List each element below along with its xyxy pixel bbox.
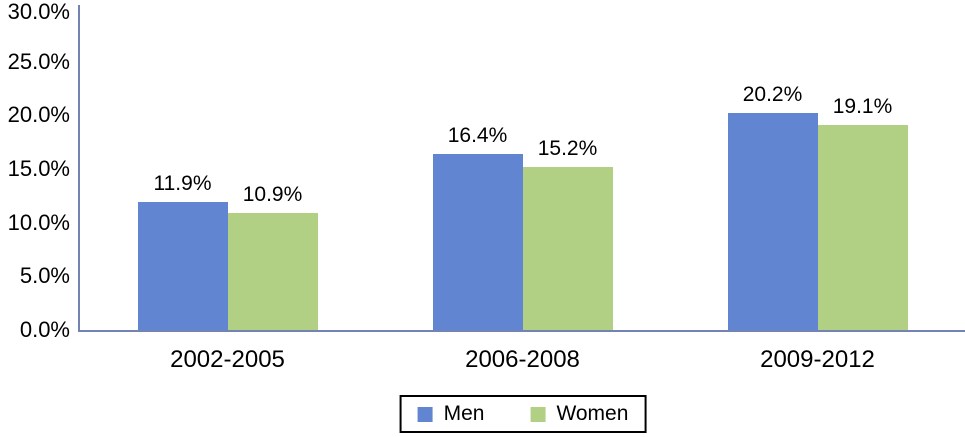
y-axis-tick-label: 0.0% (19, 317, 70, 342)
bar-men-2006-2008 (432, 153, 523, 330)
legend: Men Women (399, 395, 647, 433)
legend-swatch-men-icon (417, 406, 433, 422)
bar-women-2009-2012 (817, 124, 908, 330)
bar-value-label: 10.9% (242, 183, 303, 206)
bar-value-label: 15.2% (537, 136, 598, 160)
bar-men-2009-2012 (727, 113, 818, 330)
legend-label-men: Men (443, 402, 485, 425)
bar-value-label: 20.2% (742, 83, 803, 107)
y-axis-tick-label: 20.0% (7, 102, 70, 128)
bar-value-label: 16.4% (447, 123, 508, 147)
bar-value-label: 19.1% (832, 94, 893, 118)
y-axis-tick-label: 30.0% (7, 0, 70, 24)
bar-men-2002-2005 (137, 202, 228, 330)
x-axis-category-label: 2002-2005 (170, 346, 285, 373)
x-axis-category-label: 2009-2012 (760, 346, 875, 373)
y-axis-tick-label: 10.0% (7, 209, 70, 235)
y-axis-line (78, 5, 80, 332)
legend-item-men: Men (417, 402, 485, 426)
y-axis-tick-label: 25.0% (7, 48, 70, 74)
legend-item-women: Women (530, 402, 628, 426)
legend-swatch-women-icon (530, 406, 546, 422)
bar-women-2006-2008 (522, 166, 613, 330)
legend-label-women: Women (556, 402, 629, 425)
x-axis-line (78, 330, 965, 332)
bar-women-2002-2005 (227, 213, 318, 330)
y-axis-tick-label: 15.0% (7, 156, 70, 181)
y-axis-tick-label: 5.0% (19, 263, 70, 289)
bar-value-label: 11.9% (153, 172, 212, 196)
x-axis-category-label: 2006-2008 (465, 346, 580, 373)
